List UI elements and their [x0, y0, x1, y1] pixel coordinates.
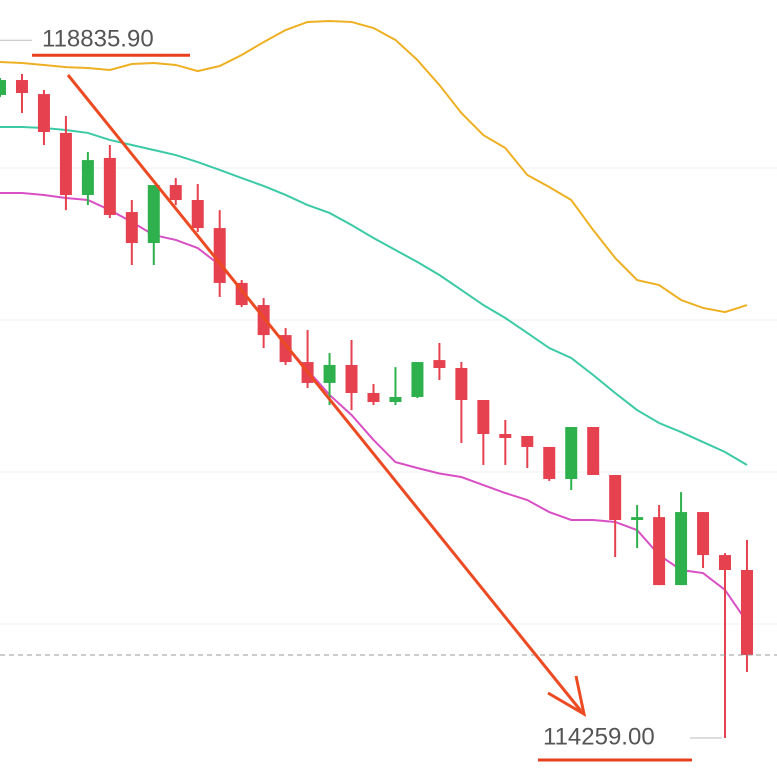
candle-body — [103, 157, 116, 215]
candle-body — [499, 434, 512, 438]
candle-body — [587, 426, 600, 476]
band-line — [0, 20, 748, 314]
candle-body — [653, 517, 666, 586]
candle-body — [323, 364, 336, 383]
band-line — [0, 191, 748, 623]
candle-body — [147, 185, 160, 243]
candle-body — [15, 80, 28, 93]
candle-body — [169, 185, 182, 201]
candle-body — [367, 393, 380, 402]
candle-body — [433, 360, 446, 369]
candle-body — [213, 228, 226, 283]
candle-body — [0, 80, 6, 95]
annotation-arrowhead — [547, 675, 587, 717]
candle-body — [257, 305, 270, 336]
candle-body — [191, 200, 204, 229]
candle-body — [740, 569, 753, 656]
candle-body — [565, 426, 578, 479]
candle-body — [631, 517, 644, 520]
high-marker-label: 118835.90 — [42, 26, 154, 53]
candle-body — [411, 362, 424, 397]
candle-body — [675, 512, 688, 586]
candle-body — [719, 555, 732, 570]
candle-body — [543, 446, 556, 479]
candle-body — [697, 512, 710, 556]
candle-body — [125, 212, 138, 243]
candle-body — [477, 400, 490, 435]
candle-body — [609, 475, 622, 520]
candle-body — [455, 368, 468, 401]
candle-body — [389, 396, 402, 402]
candle-body — [81, 160, 94, 195]
annotation-arrow — [66, 74, 583, 712]
low-marker-label: 114259.00 — [543, 723, 655, 750]
candle-body — [521, 435, 534, 447]
candle-body — [345, 364, 358, 394]
candle-body — [37, 94, 50, 133]
candle-body — [59, 132, 72, 195]
